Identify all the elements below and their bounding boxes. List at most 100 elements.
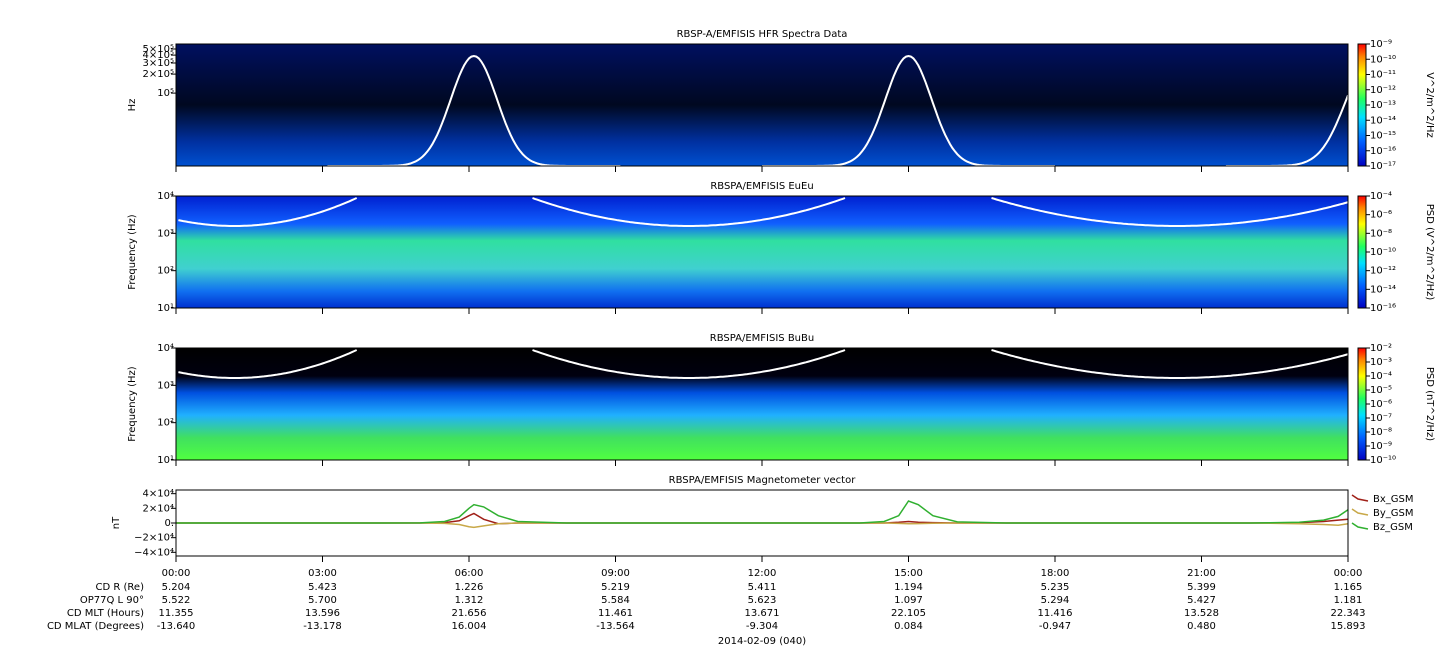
colorbar-label: PSD (V^2/m^2/Hz) bbox=[1424, 204, 1435, 301]
ephemeris-value: 21.656 bbox=[452, 608, 487, 619]
x-tick-label: 21:00 bbox=[1187, 568, 1216, 579]
spectrogram bbox=[176, 44, 1348, 166]
ephemeris-value: -0.947 bbox=[1039, 621, 1071, 632]
ephemeris-value: 5.427 bbox=[1187, 595, 1216, 606]
ephemeris-value: 5.219 bbox=[601, 582, 630, 593]
ephemeris-value: -9.304 bbox=[746, 621, 778, 632]
colorbar-tick-label: 10⁻⁸ bbox=[1370, 228, 1392, 239]
ephemeris-value: 1.165 bbox=[1334, 582, 1363, 593]
x-tick-label: 12:00 bbox=[748, 568, 777, 579]
line bbox=[176, 512, 1349, 525]
colorbar-tick-label: 10⁻⁴ bbox=[1370, 371, 1392, 382]
spectrogram bbox=[176, 196, 1348, 308]
colorbar-tick-label: 10⁻¹⁶ bbox=[1370, 146, 1396, 157]
x-tick-label: 00:00 bbox=[1334, 568, 1363, 579]
y-tick-label: 10² bbox=[157, 266, 174, 277]
line bbox=[176, 500, 1349, 524]
colorbar-tick-label: 10⁻⁶ bbox=[1370, 399, 1392, 410]
x-tick-label: 00:00 bbox=[162, 568, 191, 579]
ephemeris-value: 15.893 bbox=[1331, 621, 1366, 632]
y-tick-label: −2×10⁴ bbox=[134, 533, 174, 544]
y-axis-label: Frequency (Hz) bbox=[127, 366, 138, 442]
y-tick-label: 2×10⁴ bbox=[143, 503, 174, 514]
legend-label: Bz_GSM bbox=[1373, 522, 1413, 533]
colorbar-tick-label: 10⁻¹² bbox=[1370, 85, 1396, 96]
ephemeris-value: 13.528 bbox=[1184, 608, 1219, 619]
ephemeris-label: OP77Q L 90° bbox=[80, 595, 144, 606]
colorbar-tick-label: 10⁻⁶ bbox=[1370, 210, 1392, 221]
y-tick-label: 10² bbox=[157, 418, 174, 429]
y-tick-label: 0. bbox=[164, 518, 174, 529]
ephemeris-value: 5.204 bbox=[162, 582, 191, 593]
colorbar-tick-label: 10⁻⁹ bbox=[1370, 441, 1392, 452]
colorbar-tick-label: 10⁻¹⁴ bbox=[1370, 284, 1396, 295]
ephemeris-label: CD MLAT (Degrees) bbox=[47, 621, 144, 632]
colorbar bbox=[1358, 196, 1366, 308]
ephemeris-label: CD R (Re) bbox=[96, 582, 145, 593]
y-axis-label: nT bbox=[111, 516, 122, 529]
y-tick-label: 10¹ bbox=[157, 303, 174, 314]
ephemeris-value: -13.564 bbox=[596, 621, 635, 632]
ephemeris-value: 22.343 bbox=[1331, 608, 1366, 619]
colorbar-tick-label: 10⁻¹⁷ bbox=[1370, 161, 1396, 172]
ephemeris-value: 5.522 bbox=[162, 595, 191, 606]
ephemeris-value: 0.084 bbox=[894, 621, 923, 632]
ephemeris-value: 5.294 bbox=[1041, 595, 1070, 606]
date-label: 2014-02-09 (040) bbox=[718, 636, 806, 647]
panel-title: RBSPA/EMFISIS Magnetometer vector bbox=[669, 475, 857, 486]
y-tick-label: 10⁴ bbox=[157, 191, 174, 202]
colorbar-tick-label: 10⁻¹⁵ bbox=[1370, 131, 1396, 142]
ephemeris-value: 1.312 bbox=[455, 595, 484, 606]
y-tick-label: 10⁴ bbox=[157, 343, 174, 354]
legend-swatch bbox=[1351, 522, 1369, 530]
colorbar-tick-label: 10⁻¹¹ bbox=[1370, 70, 1396, 81]
spectrogram bbox=[176, 348, 1348, 460]
colorbar-tick-label: 10⁻¹² bbox=[1370, 266, 1396, 277]
panel-title: RBSP-A/EMFISIS HFR Spectra Data bbox=[677, 29, 848, 40]
colorbar-tick-label: 10⁻¹³ bbox=[1370, 100, 1396, 111]
ephemeris-value: 16.004 bbox=[452, 621, 487, 632]
ephemeris-value: 5.399 bbox=[1187, 582, 1216, 593]
ephemeris-value: 13.671 bbox=[745, 608, 780, 619]
colorbar-tick-label: 10⁻⁸ bbox=[1370, 427, 1392, 438]
colorbar-tick-label: 10⁻² bbox=[1370, 343, 1392, 354]
plasma-line bbox=[178, 197, 1349, 227]
ephemeris-value: 5.623 bbox=[748, 595, 777, 606]
ephemeris-value: 1.194 bbox=[894, 582, 923, 593]
panel-title: RBSPA/EMFISIS BuBu bbox=[710, 333, 814, 344]
y-tick-label: 10³ bbox=[157, 228, 174, 239]
ephemeris-value: 11.355 bbox=[159, 608, 194, 619]
colorbar-label: PSD (nT^2/Hz) bbox=[1424, 367, 1435, 441]
y-tick-label: 5×10⁵ bbox=[143, 44, 174, 55]
colorbar-tick-label: 10⁻¹⁰ bbox=[1370, 455, 1396, 466]
y-tick-label: 10³ bbox=[157, 380, 174, 391]
colorbar-tick-label: 10⁻⁷ bbox=[1370, 413, 1392, 424]
ephemeris-value: -13.640 bbox=[157, 621, 196, 632]
legend-swatch bbox=[1351, 494, 1369, 502]
ephemeris-value: 22.105 bbox=[891, 608, 926, 619]
ephemeris-label: CD MLT (Hours) bbox=[67, 608, 144, 619]
ephemeris-value: 0.480 bbox=[1187, 621, 1216, 632]
ephemeris-value: 11.461 bbox=[598, 608, 633, 619]
y-axis-label: Frequency (Hz) bbox=[127, 214, 138, 290]
colorbar-label: V^2/m^2/Hz bbox=[1424, 72, 1435, 138]
y-tick-label: −4×10⁴ bbox=[134, 547, 174, 558]
colorbar-tick-label: 10⁻¹⁶ bbox=[1370, 303, 1396, 314]
ephemeris-value: 11.416 bbox=[1038, 608, 1073, 619]
y-axis-label: Hz bbox=[127, 99, 138, 112]
x-tick-label: 03:00 bbox=[308, 568, 337, 579]
ephemeris-value: 5.584 bbox=[601, 595, 630, 606]
colorbar-tick-label: 10⁻⁹ bbox=[1370, 39, 1392, 50]
legend-swatch bbox=[1351, 508, 1369, 516]
colorbar bbox=[1358, 44, 1366, 166]
ephemeris-value: 5.235 bbox=[1041, 582, 1070, 593]
ephemeris-value: -13.178 bbox=[303, 621, 342, 632]
y-tick-label: 3×10⁵ bbox=[143, 58, 174, 69]
ephemeris-value: 1.181 bbox=[1334, 595, 1363, 606]
y-tick-label: 2×10⁵ bbox=[143, 69, 174, 80]
y-tick-label: 4×10⁴ bbox=[143, 489, 174, 500]
colorbar bbox=[1358, 348, 1366, 460]
y-tick-label: 10¹ bbox=[157, 455, 174, 466]
x-tick-label: 18:00 bbox=[1041, 568, 1070, 579]
colorbar-tick-label: 10⁻³ bbox=[1370, 357, 1392, 368]
